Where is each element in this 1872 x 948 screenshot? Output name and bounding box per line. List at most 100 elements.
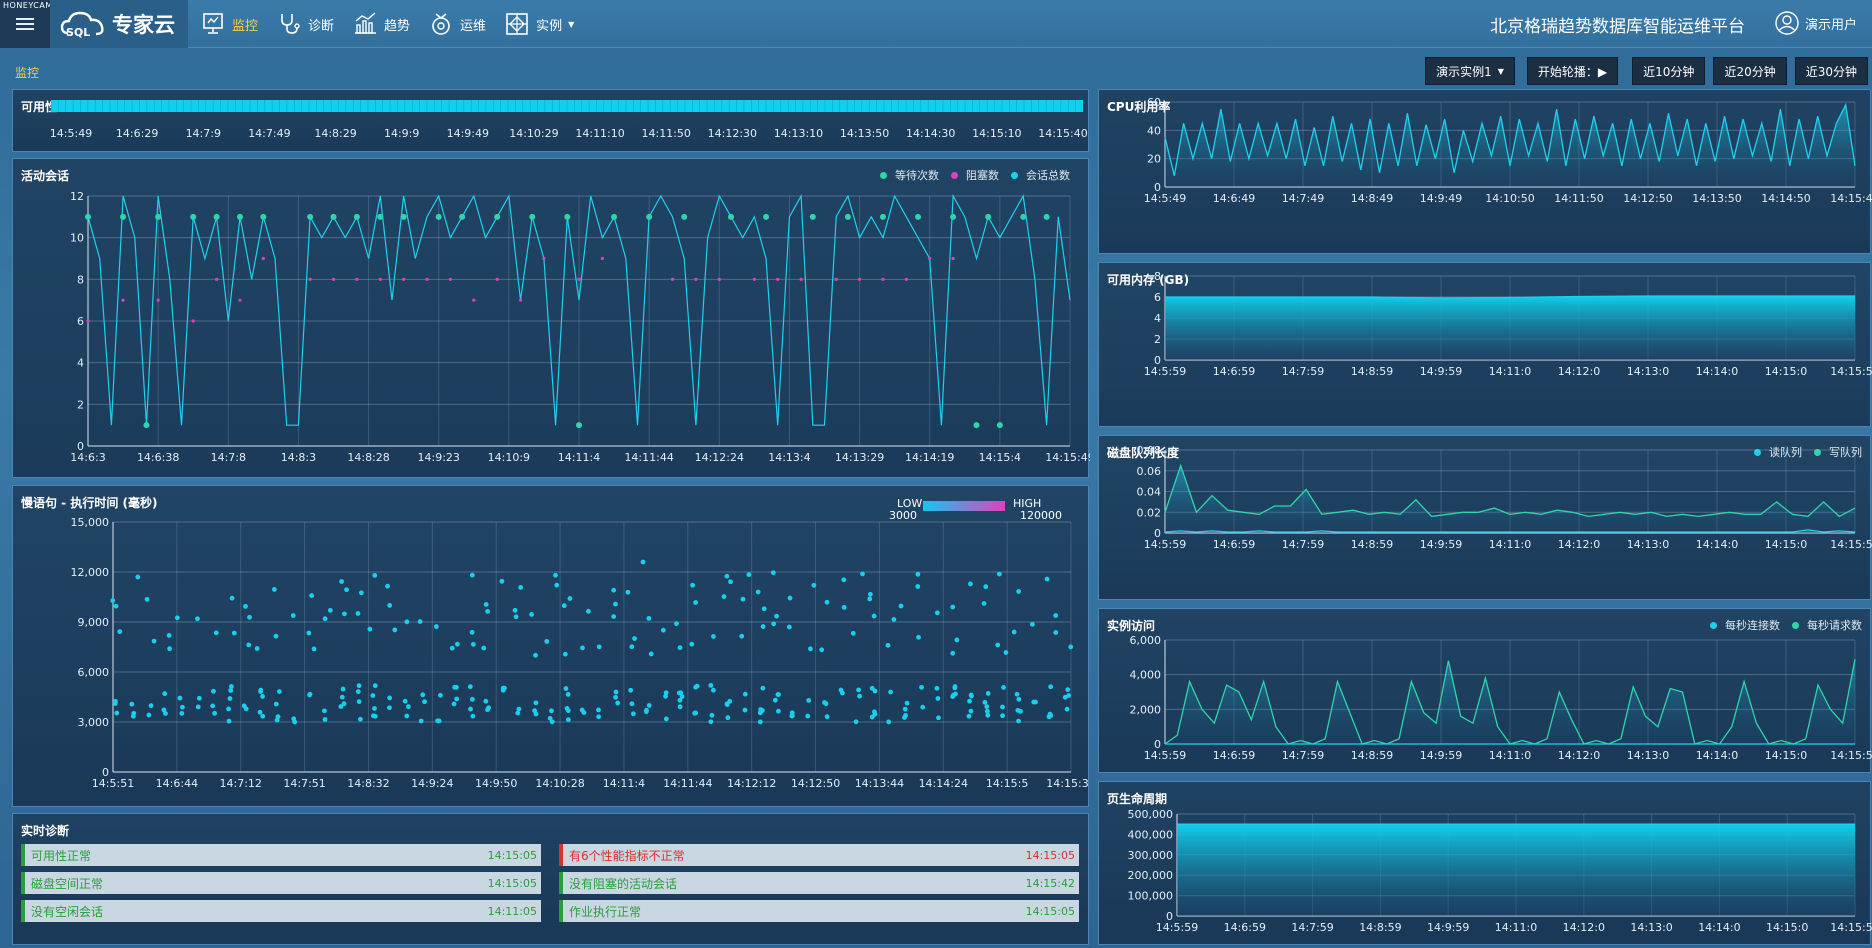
nav-item-0[interactable]: 监控 bbox=[200, 11, 258, 37]
diagnosis-item[interactable]: 作业执行正常 14:15:05 bbox=[559, 900, 1079, 922]
slow-sql-point bbox=[760, 624, 766, 629]
disk-queue-legend: 读队列 写队列 bbox=[1742, 444, 1862, 460]
diagnosis-item[interactable]: 没有空闲会话 14:11:05 bbox=[21, 900, 541, 922]
legend-item-wait[interactable]: 等待次数 bbox=[880, 167, 939, 183]
x-tick-label: 14:6:29 bbox=[116, 127, 158, 140]
wait-point bbox=[576, 422, 582, 429]
block-point bbox=[495, 277, 499, 281]
slow-sql-point bbox=[596, 707, 601, 713]
slow-sql-point bbox=[195, 704, 201, 710]
slow-sql-point bbox=[663, 693, 668, 699]
slow-sql-point bbox=[711, 634, 716, 639]
x-tick-label: 14:9:59 bbox=[1420, 538, 1462, 551]
slow-sql-point bbox=[915, 584, 921, 589]
slow-sql-point bbox=[721, 594, 727, 600]
slow-sql-point bbox=[166, 633, 172, 638]
x-tick-label: 14:15:50 bbox=[1830, 749, 1872, 762]
slow-sql-point bbox=[916, 634, 921, 640]
slow-sql-point bbox=[824, 714, 830, 720]
slow-sql-point bbox=[309, 593, 315, 598]
legend-item-connections[interactable]: 每秒连接数 bbox=[1710, 617, 1780, 633]
legend-item-requests[interactable]: 每秒请求数 bbox=[1792, 617, 1862, 633]
slow-sql-point bbox=[436, 718, 442, 724]
slow-sql-point bbox=[689, 641, 695, 647]
legend-item-write[interactable]: 写队列 bbox=[1814, 444, 1862, 460]
diagnosis-item[interactable]: 没有阻塞的活动会话 14:15:42 bbox=[559, 872, 1079, 894]
range-10min-button[interactable]: 近10分钟 bbox=[1632, 57, 1706, 85]
instance-select[interactable]: 演示实例1 ▼ bbox=[1425, 57, 1515, 85]
range-20min-button[interactable]: 近20分钟 bbox=[1713, 57, 1787, 85]
block-point bbox=[542, 256, 546, 261]
wait-point bbox=[435, 213, 442, 220]
block-point bbox=[670, 277, 675, 281]
x-tick-label: 14:13:4 bbox=[768, 451, 810, 464]
nav-item-2[interactable]: 趋势 bbox=[352, 11, 410, 37]
slow-sql-point bbox=[850, 630, 856, 636]
diagnosis-item[interactable]: 可用性正常 14:15:05 bbox=[21, 844, 541, 866]
slow-sql-point bbox=[470, 641, 476, 647]
diagnosis-time: 14:15:05 bbox=[487, 848, 537, 862]
availability-chart: 14:5:49 14:6:29 14:7:9 14:7:49 14:8:29 14:9:9… bbox=[50, 100, 1088, 140]
x-tick-label: 14:11:50 bbox=[641, 127, 690, 140]
diagnosis-item[interactable]: 磁盘空间正常 14:15:05 bbox=[21, 872, 541, 894]
x-tick-label: 14:9:50 bbox=[475, 777, 517, 790]
slow-sql-point bbox=[518, 585, 524, 590]
nav-item-1[interactable]: 诊断 bbox=[276, 11, 334, 37]
wait-point bbox=[809, 213, 816, 220]
slow-sql-point bbox=[727, 698, 733, 704]
diagnosis-time: 14:11:05 bbox=[487, 904, 537, 918]
block-point bbox=[261, 256, 265, 261]
slow-sql-point bbox=[341, 701, 347, 707]
slow-sql-point bbox=[355, 689, 361, 694]
slow-sql-point bbox=[117, 629, 123, 635]
slow-sql-point bbox=[370, 693, 376, 698]
nav-item-3[interactable]: 运维 bbox=[428, 11, 486, 37]
slow-sql-point bbox=[387, 705, 392, 711]
block-point bbox=[402, 277, 406, 281]
slow-sql-point bbox=[483, 602, 489, 607]
x-tick-label: 14:11:4 bbox=[558, 451, 600, 464]
slow-sql-point bbox=[163, 711, 168, 716]
slow-sql-point bbox=[934, 685, 940, 691]
carousel-button[interactable]: 开始轮播：▶ bbox=[1526, 57, 1619, 85]
legend-item-block[interactable]: 阻塞数 bbox=[951, 167, 999, 183]
slow-sql-point bbox=[759, 708, 765, 713]
slow-sql-point bbox=[562, 651, 568, 657]
slow-sql-point bbox=[646, 703, 652, 708]
nav-item-4[interactable]: 实例 ▼ bbox=[504, 11, 574, 37]
y-tick-label: 2 bbox=[1154, 333, 1161, 346]
slow-sql-point bbox=[469, 696, 475, 702]
slow-sql-point bbox=[919, 684, 924, 690]
user-menu[interactable]: 演示用户 bbox=[1775, 11, 1857, 35]
slow-sql-point bbox=[547, 715, 553, 721]
menu-toggle-button[interactable] bbox=[0, 0, 50, 48]
y-tick-label: 15,000 bbox=[71, 516, 110, 529]
slow-sql-point bbox=[898, 603, 904, 609]
legend-item-total[interactable]: 会话总数 bbox=[1011, 167, 1070, 183]
series-area bbox=[1165, 296, 1855, 360]
diagnosis-item[interactable]: 有6个性能指标不正常 14:15:05 bbox=[559, 844, 1079, 866]
x-tick-label: 14:14:50 bbox=[1761, 192, 1810, 205]
slow-sql-point bbox=[981, 601, 987, 606]
wait-point bbox=[879, 213, 886, 220]
range-30min-button[interactable]: 近30分钟 bbox=[1794, 57, 1868, 85]
wait-point bbox=[646, 213, 653, 220]
block-point bbox=[191, 319, 195, 323]
logo[interactable]: SQL 专家云 bbox=[50, 0, 188, 48]
slow-sql-point bbox=[565, 692, 571, 697]
slow-sql-point bbox=[725, 715, 731, 721]
legend-item-read[interactable]: 读队列 bbox=[1754, 444, 1802, 460]
slow-sql-point bbox=[867, 591, 873, 597]
wait-point bbox=[564, 213, 571, 220]
breadcrumb[interactable]: 监控 bbox=[15, 66, 40, 80]
slow-sql-point bbox=[271, 587, 277, 592]
slow-sql-point bbox=[891, 617, 897, 622]
slow-sql-point bbox=[467, 684, 473, 690]
main-nav: 监控 诊断 趋势 运维 实例 ▼ bbox=[200, 0, 592, 48]
slow-sql-point bbox=[167, 646, 172, 652]
slow-sql-point bbox=[693, 710, 699, 716]
x-tick-label: 14:10:28 bbox=[535, 777, 584, 790]
slow-sql-point bbox=[1031, 699, 1037, 705]
x-tick-label: 14:6:59 bbox=[1213, 749, 1255, 762]
y-tick-label: 4 bbox=[1154, 312, 1161, 325]
